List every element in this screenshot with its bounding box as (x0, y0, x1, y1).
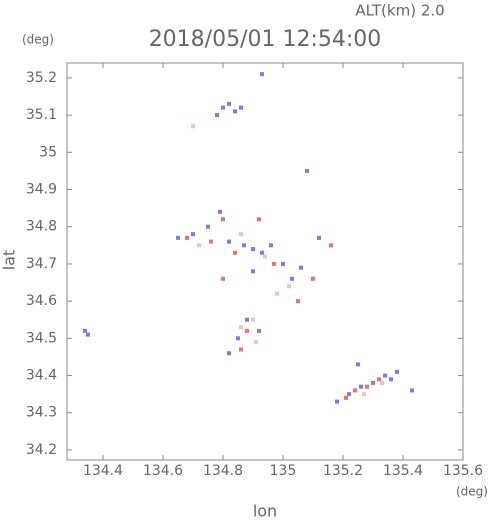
echo-point (317, 235, 321, 240)
echo-point (290, 276, 294, 281)
echo-point (296, 299, 300, 304)
echo-point (299, 265, 303, 270)
x-axis-label: lon (253, 502, 277, 521)
echo-point (86, 332, 90, 337)
echo-point (239, 232, 243, 237)
x-tick-label: 134.6 (143, 463, 183, 479)
echo-point (362, 392, 366, 397)
echo-point (335, 399, 339, 404)
echo-point (197, 243, 201, 248)
echo-point (254, 340, 258, 345)
echo-point (377, 377, 381, 382)
x-tick-label: 135.6 (443, 463, 483, 479)
echo-point (260, 250, 264, 255)
echo-point (191, 232, 195, 237)
y-axis-label: lat (0, 250, 19, 271)
echo-point (359, 384, 363, 389)
echo-point (233, 250, 237, 255)
echo-point (218, 209, 222, 214)
y-tick-label: 34.4 (26, 368, 57, 384)
y-tick-label: 35.1 (26, 107, 57, 123)
y-unit: (deg) (22, 33, 54, 47)
echo-point (176, 235, 180, 240)
echo-point (383, 373, 387, 378)
echo-point (329, 243, 333, 248)
echo-point (209, 239, 213, 244)
echo-point (347, 392, 351, 397)
echo-point (221, 217, 225, 222)
echo-point (260, 72, 264, 77)
echo-point (365, 384, 369, 389)
echo-point (239, 105, 243, 110)
echo-point (221, 105, 225, 110)
x-tick-label: 135.4 (383, 463, 423, 479)
echo-point (233, 109, 237, 114)
echo-point (215, 113, 219, 118)
echo-point (305, 168, 309, 173)
echo-point (242, 243, 246, 248)
echo-point (251, 269, 255, 274)
echo-point (389, 377, 393, 382)
x-unit: (deg) (456, 485, 488, 499)
echo-point (251, 317, 255, 322)
echo-point (206, 224, 210, 229)
x-tick-label: 135 (270, 463, 297, 479)
y-tick-label: 34.5 (26, 330, 57, 346)
echo-point (380, 380, 384, 385)
echo-point (185, 235, 189, 240)
echo-point (191, 124, 195, 129)
echo-point (287, 284, 291, 289)
echo-point (245, 328, 249, 333)
echo-point (239, 347, 243, 352)
y-tick-label: 34.3 (26, 405, 57, 421)
y-tick-label: 34.2 (26, 442, 57, 458)
echo-point (239, 325, 243, 330)
echo-point (356, 362, 360, 367)
y-tick-label: 34.8 (26, 219, 57, 235)
echo-point (257, 328, 261, 333)
echo-point (245, 317, 249, 322)
x-tick-label: 135.2 (323, 463, 363, 479)
echo-point (227, 101, 231, 106)
echo-point (263, 254, 267, 259)
echo-point (269, 243, 273, 248)
echo-point (410, 388, 414, 393)
echo-point (221, 276, 225, 281)
echo-point (227, 351, 231, 356)
echo-point (227, 239, 231, 244)
echo-point (236, 336, 240, 341)
y-tick-label: 35.2 (26, 70, 57, 86)
echo-point (353, 388, 357, 393)
chart-title: 2018/05/01 12:54:00 (149, 27, 382, 52)
echo-point (281, 261, 285, 266)
echo-point (275, 291, 279, 296)
y-tick-label: 34.9 (26, 182, 57, 198)
plot-frame (66, 62, 464, 461)
x-tick-label: 134.4 (83, 463, 123, 479)
echo-point (371, 380, 375, 385)
echo-point (395, 369, 399, 374)
echo-point (311, 276, 315, 281)
y-tick-label: 34.6 (26, 293, 57, 309)
echo-point (251, 247, 255, 252)
echo-point (344, 395, 348, 400)
x-tick-label: 134.8 (203, 463, 243, 479)
echo-point (272, 261, 276, 266)
echo-point (83, 328, 87, 333)
altitude-label: ALT(km) 2.0 (355, 2, 444, 20)
echo-point (257, 217, 261, 222)
y-tick-label: 35 (39, 144, 57, 160)
y-tick-label: 34.7 (26, 256, 57, 272)
